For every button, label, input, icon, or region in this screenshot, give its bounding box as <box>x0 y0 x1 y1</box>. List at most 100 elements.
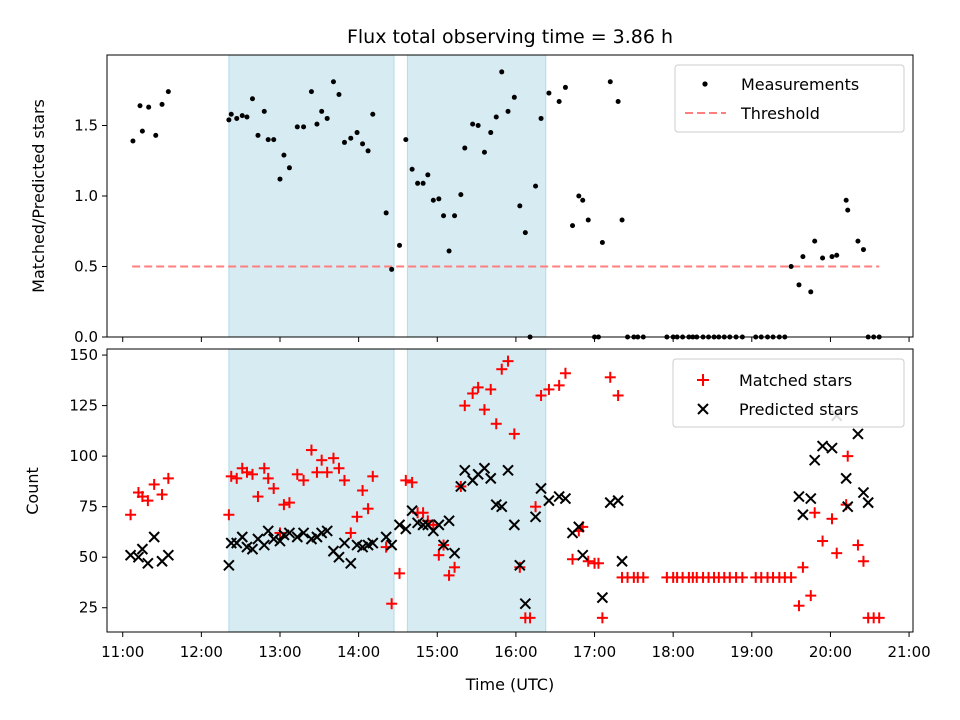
measurement-point <box>383 210 389 216</box>
matched-stars-point <box>427 519 439 531</box>
bottom-y-axis-ticks: 25 50 75 100 125 150 <box>69 346 107 617</box>
measurement-point <box>452 213 458 219</box>
matched-stars-point <box>530 501 542 513</box>
measurement-point <box>139 128 145 134</box>
top-y-axis-label: Matched/Predicted stars <box>29 99 48 293</box>
predicted-stars-point <box>559 492 572 505</box>
matched-stars-point <box>449 561 461 573</box>
matched-stars-point <box>514 561 526 573</box>
measurement-point <box>153 132 159 138</box>
x-tick-label: 20:00 <box>809 643 852 661</box>
measurement-point <box>796 282 802 288</box>
measurement-point <box>493 114 499 120</box>
top-panel: 0.0 0.5 1.0 1.5 Flux total observing time =… <box>29 26 914 346</box>
predicted-stars-point <box>459 464 471 476</box>
measurement-point <box>436 196 442 202</box>
predicted-stars-point <box>508 519 521 531</box>
matched-stars-point <box>136 491 148 503</box>
matched-stars-point <box>467 387 479 399</box>
matched-stars-point <box>582 555 594 567</box>
matched-stars-point <box>351 511 363 523</box>
matched-stars-point <box>535 389 547 401</box>
measurement-point <box>458 192 464 198</box>
measurement-point <box>308 89 314 95</box>
matched-stars-point <box>258 462 270 474</box>
matched-stars-point <box>478 404 490 416</box>
predicted-stars-point <box>417 519 429 531</box>
predicted-stars-point <box>136 543 149 555</box>
measurement-point <box>228 111 234 117</box>
matched-stars-point <box>148 478 160 490</box>
predicted-stars-point <box>840 472 852 485</box>
matched-stars-point <box>400 474 412 486</box>
matched-stars-point <box>246 468 258 480</box>
predicted-stars-point <box>380 531 392 543</box>
predicted-stars-point <box>862 496 874 509</box>
matched-stars-point <box>508 428 520 440</box>
measurement-point <box>845 207 851 213</box>
legend-threshold-label: Threshold <box>740 104 820 123</box>
measurement-point <box>294 124 300 130</box>
matched-stars-point <box>559 367 571 379</box>
matched-stars-point <box>241 466 253 478</box>
predicted-stars-point <box>345 557 357 569</box>
measurement-point <box>430 197 436 203</box>
matched-stars-point <box>852 539 864 551</box>
measurement-point <box>585 217 591 223</box>
predicted-stars-point <box>246 543 259 555</box>
predicted-stars-point <box>478 462 491 474</box>
matched-stars-point <box>596 612 608 624</box>
matched-stars-point <box>873 612 885 624</box>
matched-stars-point <box>311 466 323 478</box>
predicted-stars-point <box>448 547 461 559</box>
measurement-point <box>475 123 481 128</box>
matched-stars-point <box>459 400 471 412</box>
measurement-point <box>517 203 523 209</box>
measurement-point <box>834 252 840 258</box>
predicted-stars-point <box>223 559 235 571</box>
bottom-x-axis-ticks: 11:00 12:00 13:00 14:00 15:00 16:00 17:00 18:00… <box>101 632 931 661</box>
matched-stars-point <box>502 355 514 367</box>
matched-stars-point <box>433 549 445 561</box>
measurement-point <box>538 115 544 121</box>
y-tick-label: 25 <box>79 599 98 617</box>
bottom-star-count-points <box>124 355 885 624</box>
matched-stars-point <box>793 600 805 612</box>
matched-stars-point <box>338 474 350 486</box>
predicted-stars-point <box>485 472 497 485</box>
measurement-point <box>462 145 468 151</box>
measurement-point <box>599 240 605 246</box>
matched-stars-point <box>386 598 398 610</box>
matched-stars-point <box>283 497 295 509</box>
y-tick-label: 50 <box>79 548 98 566</box>
predicted-stars-point <box>857 486 870 499</box>
measurement-point <box>365 148 371 154</box>
chart-title: Flux total observing time = 3.86 h <box>347 26 673 48</box>
matched-stars-point <box>485 383 497 395</box>
x-tick-label: 12:00 <box>180 643 223 661</box>
measurement-point <box>533 183 539 189</box>
predicted-stars-point <box>852 428 864 440</box>
matched-stars-point <box>826 513 838 525</box>
y-tick-label: 1.5 <box>74 117 98 135</box>
y-tick-label: 0.0 <box>74 328 98 346</box>
predicted-stars-point <box>162 549 175 561</box>
predicted-stars-point <box>496 500 508 513</box>
predicted-stars-point <box>437 539 450 551</box>
predicted-stars-point <box>262 525 274 537</box>
shaded-interval <box>228 54 395 338</box>
measurement-point <box>820 255 826 261</box>
measurement-point <box>130 138 136 144</box>
measurement-point <box>615 99 621 105</box>
y-tick-label: 100 <box>69 447 98 465</box>
measurement-point <box>446 248 452 254</box>
x-tick-label: 21:00 <box>887 643 930 661</box>
x-tick-label: 16:00 <box>494 643 537 661</box>
x-axis-label: Time (UTC) <box>465 675 554 694</box>
predicted-stars-point <box>826 442 838 454</box>
matched-stars-point <box>321 466 333 478</box>
predicted-stars-point <box>132 551 145 563</box>
measurement-point <box>808 289 814 295</box>
predicted-stars-point <box>291 531 304 543</box>
